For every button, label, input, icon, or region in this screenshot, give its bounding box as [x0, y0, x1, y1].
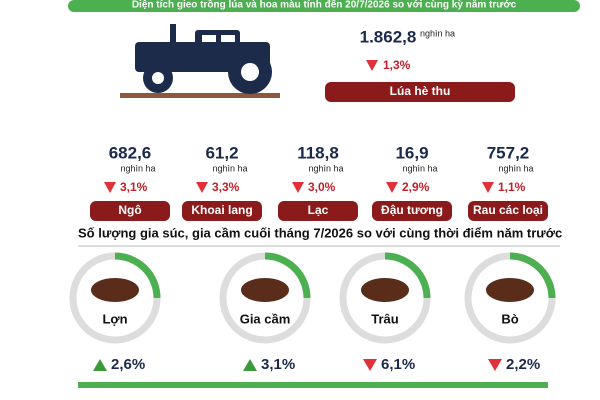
- animal-label: Trâu: [371, 311, 399, 326]
- down-arrow: [363, 359, 377, 371]
- crop-label: Lạc: [308, 203, 329, 217]
- animal-label: Gia cầm: [240, 311, 291, 326]
- crop-change: 2,9%: [402, 180, 430, 194]
- up-arrow: [243, 359, 257, 371]
- animal-change: 2,2%: [506, 356, 540, 373]
- ring-arc: [114, 252, 161, 299]
- crop-change: 3,3%: [212, 180, 240, 194]
- animal-label: Lợn: [102, 311, 127, 326]
- banner: [68, 0, 580, 12]
- crop-value: 16,9: [395, 143, 428, 162]
- crop-label: Rau các loại: [473, 203, 543, 217]
- down-arrow: [104, 182, 116, 193]
- animal-icon: [241, 278, 289, 302]
- crop-label: Đậu tương: [381, 203, 443, 217]
- ring-arc: [264, 252, 311, 299]
- livestock-title: Số lượng gia súc, gia cầm cuối tháng 7/2…: [78, 225, 562, 240]
- main-unit: nghìn ha: [420, 28, 455, 38]
- crop-change: 3,0%: [308, 180, 336, 194]
- label-pill: [325, 82, 515, 102]
- main-value: 1.862,8: [360, 27, 417, 46]
- crop-unit: nghìn ha: [308, 163, 343, 173]
- crop-value: 682,6: [109, 143, 152, 162]
- crop-value: 118,8: [297, 143, 339, 162]
- crop-label: Khoai lang: [191, 203, 252, 217]
- label-pill: [468, 201, 548, 221]
- animal-icon: [486, 278, 534, 302]
- banner-title: Diện tích gieo trồng lúa và hoa màu tính…: [132, 0, 517, 11]
- animal-label: Bò: [501, 311, 518, 326]
- down-arrow: [386, 182, 398, 193]
- crop-change: 3,1%: [120, 180, 148, 194]
- main-label: Lúa hè thu: [390, 84, 451, 98]
- crop-label: Ngô: [118, 203, 141, 217]
- down-arrow: [482, 182, 494, 193]
- crop-change: 1,1%: [498, 180, 526, 194]
- crop-unit: nghìn ha: [212, 163, 247, 173]
- animal-icon: [361, 278, 409, 302]
- animal-change: 2,6%: [111, 356, 145, 373]
- animal-icon: [91, 278, 139, 302]
- tractor-icon: [120, 24, 280, 98]
- up-arrow: [93, 359, 107, 371]
- animal-change: 3,1%: [261, 356, 295, 373]
- down-arrow: [366, 60, 378, 71]
- crop-value: 757,2: [487, 143, 530, 162]
- ring-arc: [384, 252, 431, 299]
- label-pill: [90, 201, 170, 221]
- crop-unit: nghìn ha: [402, 163, 437, 173]
- ring-arc: [509, 252, 556, 299]
- label-pill: [278, 201, 358, 221]
- crop-value: 61,2: [205, 143, 238, 162]
- ground: [78, 382, 548, 388]
- label-pill: [182, 201, 262, 221]
- crop-unit: nghìn ha: [498, 163, 533, 173]
- crop-unit: nghìn ha: [120, 163, 155, 173]
- down-arrow: [292, 182, 304, 193]
- main-change: 1,3%: [383, 58, 411, 72]
- down-arrow: [488, 359, 502, 371]
- label-pill: [372, 201, 452, 221]
- down-arrow: [196, 182, 208, 193]
- animal-change: 6,1%: [381, 356, 415, 373]
